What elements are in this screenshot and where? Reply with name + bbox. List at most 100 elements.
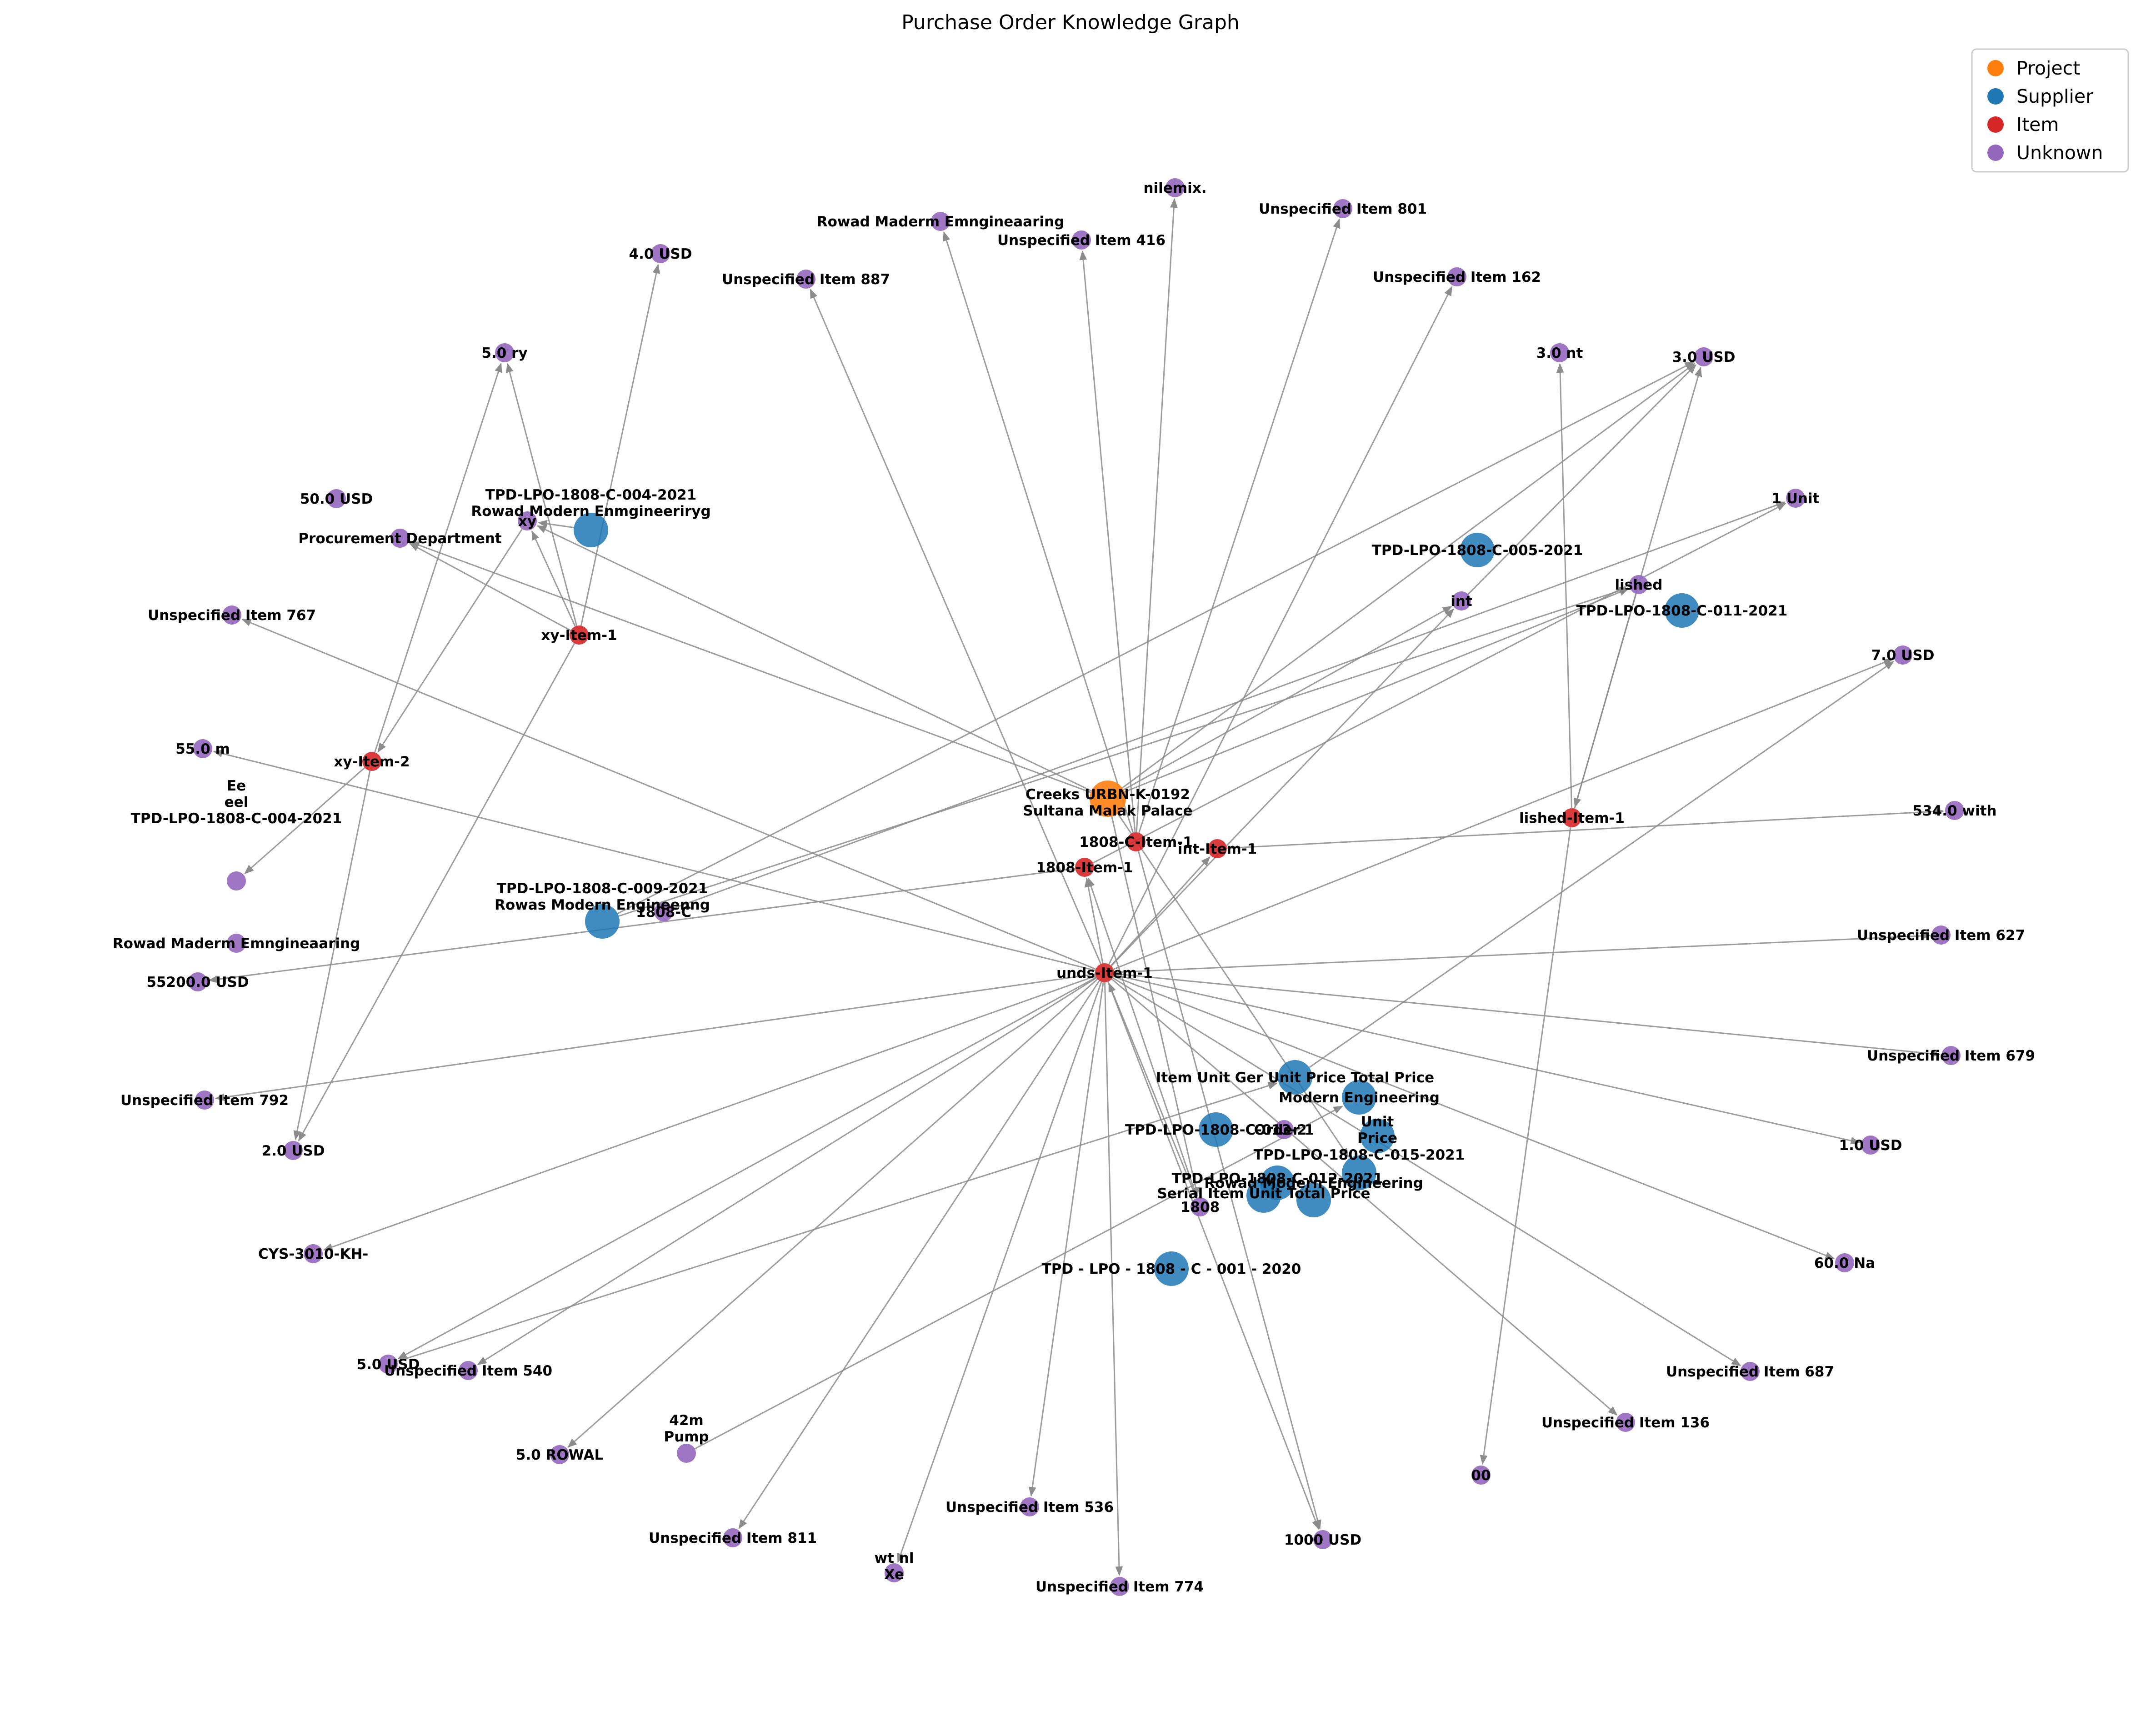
node-label-iint: int-Item-1 [1178, 841, 1257, 857]
node-unknown-u-811[interactable] [723, 1528, 742, 1547]
node-unknown-u-55m[interactable] [193, 739, 212, 758]
node-supplier-s005[interactable] [1460, 533, 1495, 567]
node-unknown-u-1000[interactable] [1313, 1530, 1332, 1549]
node-unknown-u-ord1[interactable] [1275, 1120, 1294, 1139]
legend: Project Supplier Item Unknown [1971, 48, 2129, 173]
node-unknown-u-5ry[interactable] [495, 343, 514, 362]
node-label-u-1unit: 1 Unit [1771, 490, 1819, 507]
node-supplier-ssi[interactable] [1246, 1178, 1281, 1213]
node-unknown-u-767[interactable] [222, 605, 241, 625]
node-unknown-u-687[interactable] [1741, 1362, 1760, 1381]
edge-iUNDS-to-u_5rowal [567, 978, 1098, 1448]
legend-marker-project [1987, 60, 2004, 76]
node-unknown-u-774[interactable] [1110, 1577, 1129, 1596]
node-label-iunds: unds-Item-1 [1056, 965, 1153, 981]
node-unknown-u-00[interactable] [1471, 1466, 1491, 1485]
edge-u_42m-to-sME [694, 1106, 1343, 1450]
edge-u_xy-to-iXY2 [377, 528, 523, 753]
node-unknown-u-1unit[interactable] [1786, 489, 1805, 508]
edge-iUNDS-to-u_767 [241, 619, 1096, 970]
node-supplier-siug[interactable] [1278, 1060, 1312, 1095]
edge-i1808C-to-u_801 [1138, 218, 1341, 833]
edge-iUNDS-to-u_136 [1111, 978, 1618, 1416]
node-label-u-162: Unspecified Item 162 [1373, 269, 1541, 285]
node-item-i1808c[interactable] [1126, 832, 1146, 851]
node-unknown-u-801[interactable] [1333, 199, 1352, 218]
node-unknown-u-nilemix[interactable] [1166, 178, 1185, 197]
node-unknown-u-60na[interactable] [1835, 1253, 1854, 1272]
node-supplier-s011[interactable] [1665, 593, 1699, 628]
node-unknown-u-cys[interactable] [304, 1244, 323, 1263]
edge-iXY2-to-u_5ry [374, 362, 502, 753]
edge-iUNDS-to-u_162 [1108, 286, 1453, 965]
node-unknown-u-eeel[interactable] [227, 871, 246, 891]
node-item-i1808[interactable] [1075, 858, 1094, 877]
node-label-u-5rowal: 5.0 ROWAL [516, 1447, 603, 1463]
node-unknown-u-1808[interactable] [1191, 1197, 1210, 1216]
node-unknown-u-540[interactable] [459, 1361, 478, 1380]
node-unknown-u-int[interactable] [1452, 591, 1471, 610]
edge-iUNDS-to-u_1000 [1107, 981, 1320, 1530]
node-unknown-u-792[interactable] [195, 1091, 214, 1110]
edge-i1808C-to-u_nilemix [1136, 198, 1178, 833]
edge-iXY1-to-u_proc [409, 543, 571, 631]
node-supplier-s001[interactable] [1154, 1251, 1189, 1286]
node-unknown-u-536[interactable] [1020, 1497, 1039, 1516]
node-unknown-u-627[interactable] [1931, 926, 1951, 945]
node-label-u-5usd: 5.0 USD [357, 1356, 420, 1373]
node-unknown-u-1808c[interactable] [654, 902, 673, 921]
node-label-u-1000: 1000 USD [1284, 1532, 1361, 1548]
node-supplier-srme[interactable] [1296, 1183, 1331, 1217]
node-unknown-u-55200[interactable] [188, 972, 207, 991]
node-unknown-u-xy[interactable] [518, 511, 537, 530]
node-unknown-u-proc[interactable] [390, 529, 410, 548]
node-unknown-u-5rowal[interactable] [550, 1445, 569, 1464]
node-label-u-416: Unspecified Item 416 [997, 232, 1166, 249]
node-layer [188, 178, 1964, 1596]
node-unknown-u-rowadm[interactable] [931, 212, 950, 231]
node-unknown-u-rowad2[interactable] [227, 934, 246, 953]
node-unknown-u-50usd[interactable] [327, 489, 346, 508]
edge-iXY1-to-u_2usd [298, 643, 575, 1141]
node-unknown-u-534[interactable] [1945, 801, 1964, 820]
node-supplier-sme[interactable] [1342, 1080, 1376, 1115]
node-supplier-s013[interactable] [1199, 1112, 1233, 1147]
node-label-u-687: Unspecified Item 687 [1666, 1364, 1834, 1380]
node-label-u-811: Unspecified Item 811 [649, 1530, 817, 1546]
node-unknown-u-4usd[interactable] [651, 244, 670, 263]
node-unknown-u-1usd[interactable] [1861, 1136, 1880, 1155]
edge-i1808C-to-u_416 [1079, 250, 1136, 833]
node-item-ixy2[interactable] [362, 752, 381, 771]
node-label-u-4usd: 4.0 USD [629, 246, 692, 262]
node-project-project[interactable] [1090, 780, 1126, 817]
node-item-ilished[interactable] [1562, 808, 1581, 827]
node-unknown-u-679[interactable] [1941, 1046, 1961, 1065]
node-unknown-u-3usd[interactable] [1694, 347, 1713, 366]
node-supplier-s015[interactable] [1342, 1156, 1376, 1190]
node-unknown-u-3nt[interactable] [1550, 343, 1569, 362]
edge-iXY1-to-u_5ry [506, 363, 578, 626]
node-supplier-s009[interactable] [585, 904, 620, 939]
node-unknown-u-2usd[interactable] [284, 1141, 303, 1160]
edge-iUNDS-to-u_5usd [397, 976, 1097, 1360]
node-item-iunds[interactable] [1095, 963, 1114, 982]
node-supplier-s004[interactable] [574, 513, 608, 547]
node-item-ixy1[interactable] [570, 625, 589, 645]
node-unknown-u-5usd[interactable] [379, 1355, 398, 1374]
node-label-ixy1: xy-Item-1 [541, 627, 617, 644]
node-item-iint[interactable] [1208, 839, 1227, 858]
node-unknown-u-136[interactable] [1616, 1413, 1635, 1432]
node-unknown-u-887[interactable] [796, 270, 815, 289]
node-unknown-u-416[interactable] [1072, 230, 1091, 250]
node-unknown-u-42m[interactable] [677, 1444, 696, 1463]
node-label-u-679: Unspecified Item 679 [1867, 1048, 2035, 1064]
node-unknown-u-7usd[interactable] [1893, 645, 1912, 665]
node-label-u-801: Unspecified Item 801 [1259, 201, 1427, 217]
node-unknown-u-162[interactable] [1447, 267, 1466, 286]
node-label-u-2usd: 2.0 USD [262, 1143, 325, 1159]
node-supplier-sup[interactable] [1360, 1119, 1395, 1153]
edge-u_int-to-u_3usd [1467, 364, 1696, 595]
node-label-u-536: Unspecified Item 536 [945, 1499, 1114, 1516]
node-unknown-u-lished[interactable] [1629, 575, 1648, 594]
node-unknown-u-wtnl[interactable] [885, 1563, 904, 1582]
